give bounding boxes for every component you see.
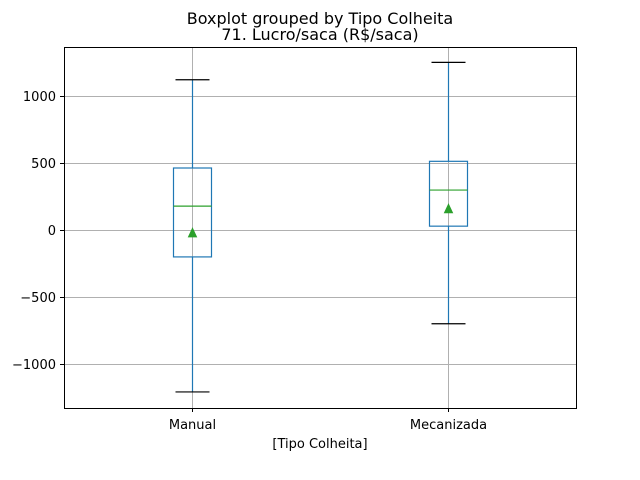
iqr-box [172,167,213,258]
chart-suptitle: Boxplot grouped by Tipo Colheita [187,9,453,28]
x-tick-label: Manual [169,418,216,433]
x-tick-label: Mecanizada [410,418,487,433]
mean-marker [443,203,454,214]
grid-lines [64,47,576,408]
iqr-box [428,160,469,227]
mean-marker [187,227,198,238]
y-tick-label: 500 [31,157,56,172]
y-tick-label: −500 [20,291,56,306]
y-tick-label: −1000 [12,358,56,373]
y-tick-label: 1000 [23,90,56,105]
x-axis-label: [Tipo Colheita] [272,437,367,452]
y-tick-label: 0 [48,224,56,239]
axes-frame [64,47,577,409]
chart-title: 71. Lucro/saca (R$/saca) [221,25,418,44]
plot-area [172,61,469,393]
axis-ticks: −1000 −500 0 500 1000 Manual Mecanizada [12,90,487,433]
